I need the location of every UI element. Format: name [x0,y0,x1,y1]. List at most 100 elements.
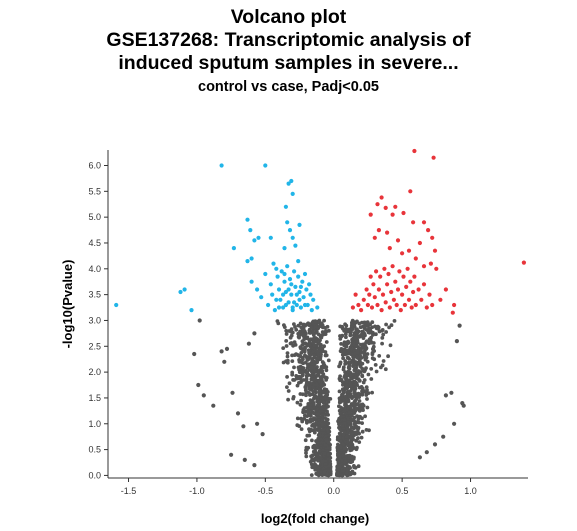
gene-point [352,401,357,406]
gene-point [304,287,309,292]
y-tick-label: 0.5 [88,445,101,455]
gene-point [252,331,257,336]
gene-point [417,240,422,246]
gene-point [342,349,347,354]
gene-point [361,408,365,412]
gene-point [305,335,310,340]
gene-point [197,318,202,323]
gene-point [326,358,331,363]
gene-point [309,373,314,378]
gene-point [417,455,422,460]
gene-point [290,370,295,375]
gene-point [337,460,341,464]
gene-point [338,362,343,366]
gene-point [371,341,376,345]
gene-point [454,339,459,344]
gene-point [383,205,388,210]
gene-point [298,284,303,289]
gene-point [385,230,390,235]
gene-point [304,393,308,398]
gene-point [302,348,307,353]
gene-point [349,471,354,476]
gene-point [318,409,323,413]
gene-point [355,319,359,324]
gene-point [409,305,414,310]
gene-point [364,428,369,432]
gene-point [229,452,234,457]
gene-point [348,382,353,386]
gene-point [366,330,371,335]
gene-point [311,449,316,454]
gene-point [249,279,254,284]
gene-point [301,357,305,362]
gene-point [398,308,403,313]
gene-point [301,295,306,300]
gene-point [296,259,301,264]
gene-point [291,396,296,401]
gene-point [298,392,303,396]
gene-point [316,445,320,450]
gene-point [281,346,286,350]
gene-point [294,292,299,297]
gene-point [368,212,373,217]
gene-point [114,302,119,308]
gene-point [299,416,303,421]
gene-point [424,305,429,310]
gene-point [393,279,398,284]
gene-point [222,359,227,364]
gene-point [328,469,333,474]
gene-point [294,327,299,332]
gene-point [356,373,360,377]
gene-point [353,292,358,297]
gene-point [293,243,298,248]
gene-point [321,332,325,337]
gene-point [309,365,314,370]
gene-point [297,297,302,302]
gene-point [182,287,187,292]
gene-point [335,467,340,472]
gene-point [295,400,300,405]
gene-point [365,388,369,392]
gene-point [298,402,303,407]
chart-title-line-3: induced sputum samples in severe... [118,52,459,74]
y-tick-label: 6.0 [88,160,101,170]
gene-point [286,181,291,186]
gene-point [276,305,282,310]
gene-point [315,365,319,369]
gene-point [361,380,366,385]
gene-point [356,346,361,350]
gene-point [354,447,359,452]
gene-point [323,462,328,466]
gene-point [354,381,359,385]
gene-point [364,393,369,397]
gene-point [322,382,327,387]
gene-point [285,385,289,389]
gene-point [365,302,370,308]
gene-point [325,390,330,394]
gene-point [339,400,343,404]
gene-point [404,284,409,289]
gene-point [311,386,316,390]
gene-point [340,473,344,478]
gene-point [457,323,462,328]
gene-point [356,436,360,440]
gene-point [337,389,342,394]
gene-point [276,287,282,292]
gene-point [304,354,309,359]
gene-point [307,331,312,335]
gene-point [350,432,354,437]
chart-subtitle: control vs case, Padj<0.05 [198,79,379,95]
gene-point [327,433,331,437]
x-tick-label: 0.5 [396,486,409,496]
gene-point [427,292,432,297]
gene-point [292,353,297,357]
gene-point [313,467,318,472]
gene-point [310,438,314,443]
y-tick-label: 5.5 [88,186,101,196]
gene-point [275,274,280,279]
gene-point [293,343,298,347]
gene-point [312,445,317,450]
gene-point [252,238,257,243]
gene-point [393,204,398,209]
